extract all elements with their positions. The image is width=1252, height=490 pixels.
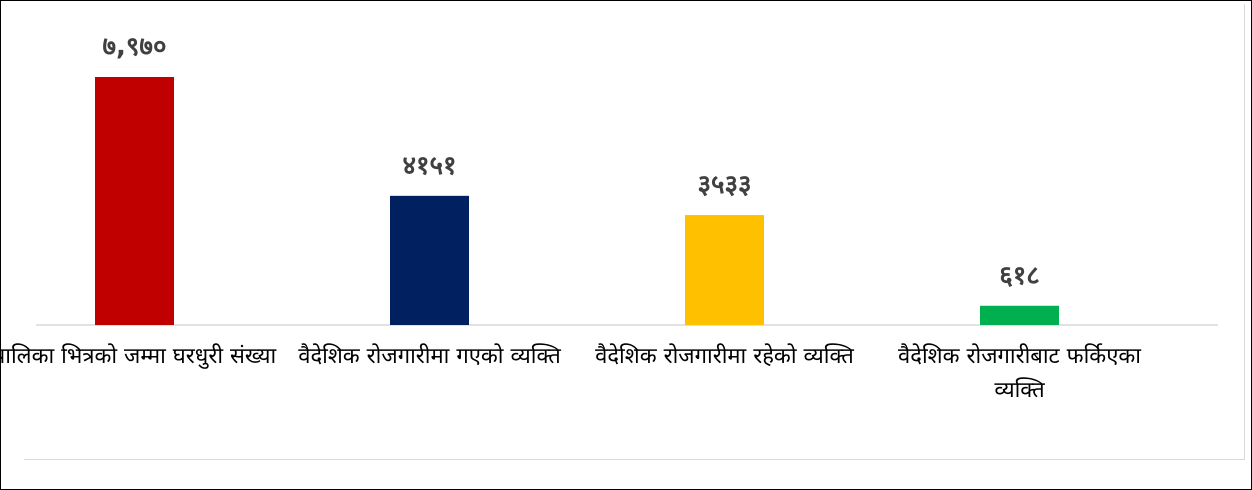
data-label-3: ३५३३ [697,170,751,200]
category-label-2: वैदेशिक रोजगारीमा गएको व्यक्ति [298,344,561,369]
category-label-3: वैदेशिक रोजगारीमा रहेको व्यक्ति [595,344,854,369]
bar-4 [980,305,1059,325]
data-label-4: ६१८ [999,261,1040,291]
chart-area [24,4,1245,460]
category-label-4: वैदेशिक रोजगारीबाट फर्किएका व्यक्ति [898,344,1141,403]
bar-2 [390,195,469,325]
bar-3 [685,215,764,325]
data-label-2: ४१५१ [402,151,456,181]
category-label-1: पालिका भित्रको जम्मा घरधुरी संख्या [0,344,277,369]
bar-1 [95,77,174,325]
data-label-1: ७,९७० [103,32,167,62]
